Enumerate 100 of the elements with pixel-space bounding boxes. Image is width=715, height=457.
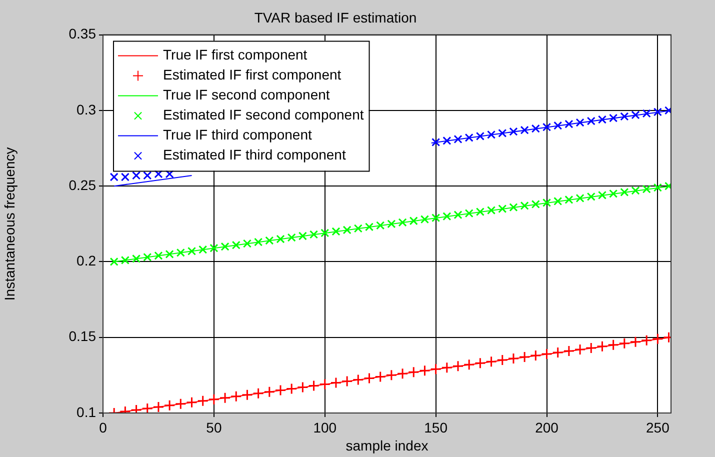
point [276,234,285,244]
point [598,115,607,124]
point [554,196,562,206]
point [210,244,218,252]
y-tick-label: 0.25 [68,176,96,193]
point [274,384,286,396]
point [464,133,474,142]
y-tick-label: 0.1 [76,404,96,420]
point [642,184,651,194]
point [308,380,320,392]
point [564,195,574,204]
point [454,210,462,220]
point [142,402,154,413]
point [498,128,507,138]
point [120,256,130,264]
x-tick-label: 50 [206,419,222,436]
point [232,240,240,250]
point [409,216,418,226]
legend-label: Estimated IF second component [163,106,364,123]
point [541,348,552,360]
x-tick-label: 150 [424,419,448,436]
point [341,375,353,387]
point [498,204,507,214]
point [642,109,651,118]
point [518,351,530,363]
point [620,112,629,121]
legend-label: Estimated IF first component [163,66,342,83]
y-tick-label: 0.35 [68,26,96,42]
point [574,344,586,356]
point [564,120,574,128]
point [432,214,440,222]
legend-label: Estimated IF third component [163,146,346,163]
point [132,171,141,180]
point [586,116,596,126]
point [542,198,552,208]
point [264,386,276,398]
point [476,208,484,216]
point [354,224,362,233]
point [332,227,340,236]
x-tick-label: 250 [646,419,670,436]
point [608,339,620,351]
point [630,336,642,348]
point [387,220,396,228]
point [174,398,186,410]
x-axis-title: sample index [346,437,428,454]
chart-title: TVAR based IF estimation [254,9,417,26]
point [576,194,584,202]
point [609,189,618,198]
point [596,340,608,352]
point [376,221,385,230]
point [486,206,496,215]
point [563,345,575,357]
point [132,254,141,263]
point [620,188,629,196]
point [552,346,564,358]
point [220,242,230,251]
point [342,226,352,234]
point [496,354,508,366]
legend-label: True IF second component [163,86,330,103]
point [186,396,198,408]
point [386,369,398,381]
point [576,118,584,127]
point [653,183,662,192]
point [609,114,618,122]
point [520,126,529,134]
point [418,364,430,376]
point [486,356,498,368]
point [309,230,318,239]
point [653,108,662,116]
point [197,395,209,407]
point [286,383,298,395]
point [187,246,196,256]
point [165,250,174,258]
point [441,362,453,374]
point [652,333,664,345]
y-tick-label: 0.3 [76,101,96,118]
point [364,222,374,232]
point [531,124,540,133]
point [631,186,640,195]
point [486,130,496,139]
point [530,350,542,362]
point [542,122,552,132]
point [165,170,174,178]
x-tick-label: 0 [99,419,108,436]
point [408,366,420,378]
y-tick-label: 0.15 [68,328,96,344]
point [352,374,364,386]
x-tick-label: 100 [313,419,337,436]
point [176,248,185,257]
point [464,209,474,218]
point [618,338,630,350]
point [242,239,252,248]
point [219,392,231,404]
point [508,352,520,364]
point [120,172,130,182]
point [154,251,163,260]
legend-label: True IF first component [163,46,308,63]
point [143,252,152,262]
point [374,370,386,382]
point [640,334,652,346]
